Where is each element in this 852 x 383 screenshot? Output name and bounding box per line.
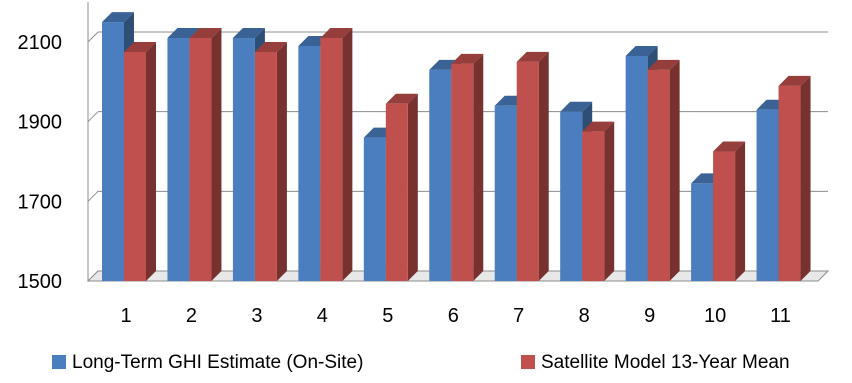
bar-side <box>538 51 549 281</box>
x-tick-label: 10 <box>704 305 726 327</box>
bar-top <box>647 59 680 70</box>
bar-top <box>516 51 549 62</box>
x-tick-label: 11 <box>770 305 791 327</box>
bar-top <box>254 41 287 52</box>
x-tick-label: 3 <box>251 305 262 327</box>
bar-top <box>560 101 593 112</box>
bar-top <box>451 53 484 64</box>
bar-side <box>473 53 484 282</box>
bar-top <box>124 41 156 52</box>
y-tick-label: 1500 <box>18 271 63 293</box>
bar-side <box>800 75 811 281</box>
legend-swatch-series-2 <box>521 355 535 369</box>
x-tick-label: 4 <box>317 305 328 327</box>
bar-onsite-5 <box>363 137 386 281</box>
bar-onsite-10 <box>691 183 714 281</box>
bar-top <box>713 141 746 152</box>
bar-top <box>102 12 134 23</box>
bar-top <box>582 121 615 132</box>
bar-onsite-3 <box>232 38 255 282</box>
bar-side <box>146 41 156 282</box>
bar-satellite-7 <box>516 61 539 281</box>
gridline-side <box>87 111 99 123</box>
y-tick-label: 1900 <box>18 112 63 134</box>
y-tick-label: 1700 <box>18 191 63 213</box>
x-tick-label: 5 <box>382 305 393 327</box>
bar-satellite-6 <box>451 63 474 282</box>
legend-label-series-1: Long-Term GHI Estimate (On-Site) <box>72 352 363 373</box>
bar-onsite-4 <box>298 45 321 281</box>
bar-top <box>232 28 265 39</box>
bar-satellite-10 <box>713 151 736 281</box>
bar-onsite-7 <box>494 105 517 281</box>
x-tick-label: 7 <box>513 305 524 327</box>
x-tick-label: 1 <box>120 305 131 327</box>
bar-top <box>778 75 811 86</box>
bar-side <box>604 121 615 281</box>
bars <box>102 12 811 282</box>
x-tick-labels: 1 2 3 4 5 6 7 8 9 10 11 <box>120 305 790 327</box>
y-tick-labels: 1500 1700 1900 2100 <box>18 32 63 293</box>
bar-top <box>320 28 353 39</box>
bar-side <box>211 28 222 282</box>
legend-label-series-2: Satellite Model 13-Year Mean <box>541 352 790 373</box>
bar-onsite-11 <box>756 109 779 281</box>
x-tick-label: 2 <box>186 305 197 327</box>
legend-swatch-series-1 <box>52 355 66 369</box>
bar-satellite-4 <box>320 38 343 282</box>
bar-top <box>385 93 418 104</box>
bar-side <box>669 59 680 282</box>
bar-onsite-2 <box>167 38 190 282</box>
gridline-side <box>87 31 99 43</box>
bar-satellite-11 <box>778 85 801 281</box>
bar-side <box>342 28 353 282</box>
bar-top <box>189 28 222 39</box>
bar-top <box>625 45 658 56</box>
x-tick-label: 6 <box>448 305 459 327</box>
bar-top <box>167 28 200 39</box>
bar-satellite-3 <box>254 51 277 282</box>
x-tick-label: 8 <box>579 305 590 327</box>
bar-onsite-6 <box>429 69 452 281</box>
bar-satellite-2 <box>189 38 212 282</box>
bar-side <box>276 41 287 282</box>
legend: Long-Term GHI Estimate (On-Site) Satelli… <box>52 352 790 373</box>
y-tick-label: 2100 <box>18 32 63 54</box>
x-tick-label: 9 <box>644 305 655 327</box>
gridline-side <box>87 190 99 202</box>
bar-satellite-5 <box>385 103 408 281</box>
bar-onsite-9 <box>625 55 648 281</box>
bar-satellite-8 <box>582 131 605 281</box>
bar-satellite-9 <box>647 69 670 281</box>
bar-onsite-8 <box>560 111 583 281</box>
bar-onsite-1 <box>102 22 124 281</box>
bar-satellite-1 <box>124 51 146 282</box>
bar-side <box>407 93 418 281</box>
bar-side <box>735 141 746 281</box>
